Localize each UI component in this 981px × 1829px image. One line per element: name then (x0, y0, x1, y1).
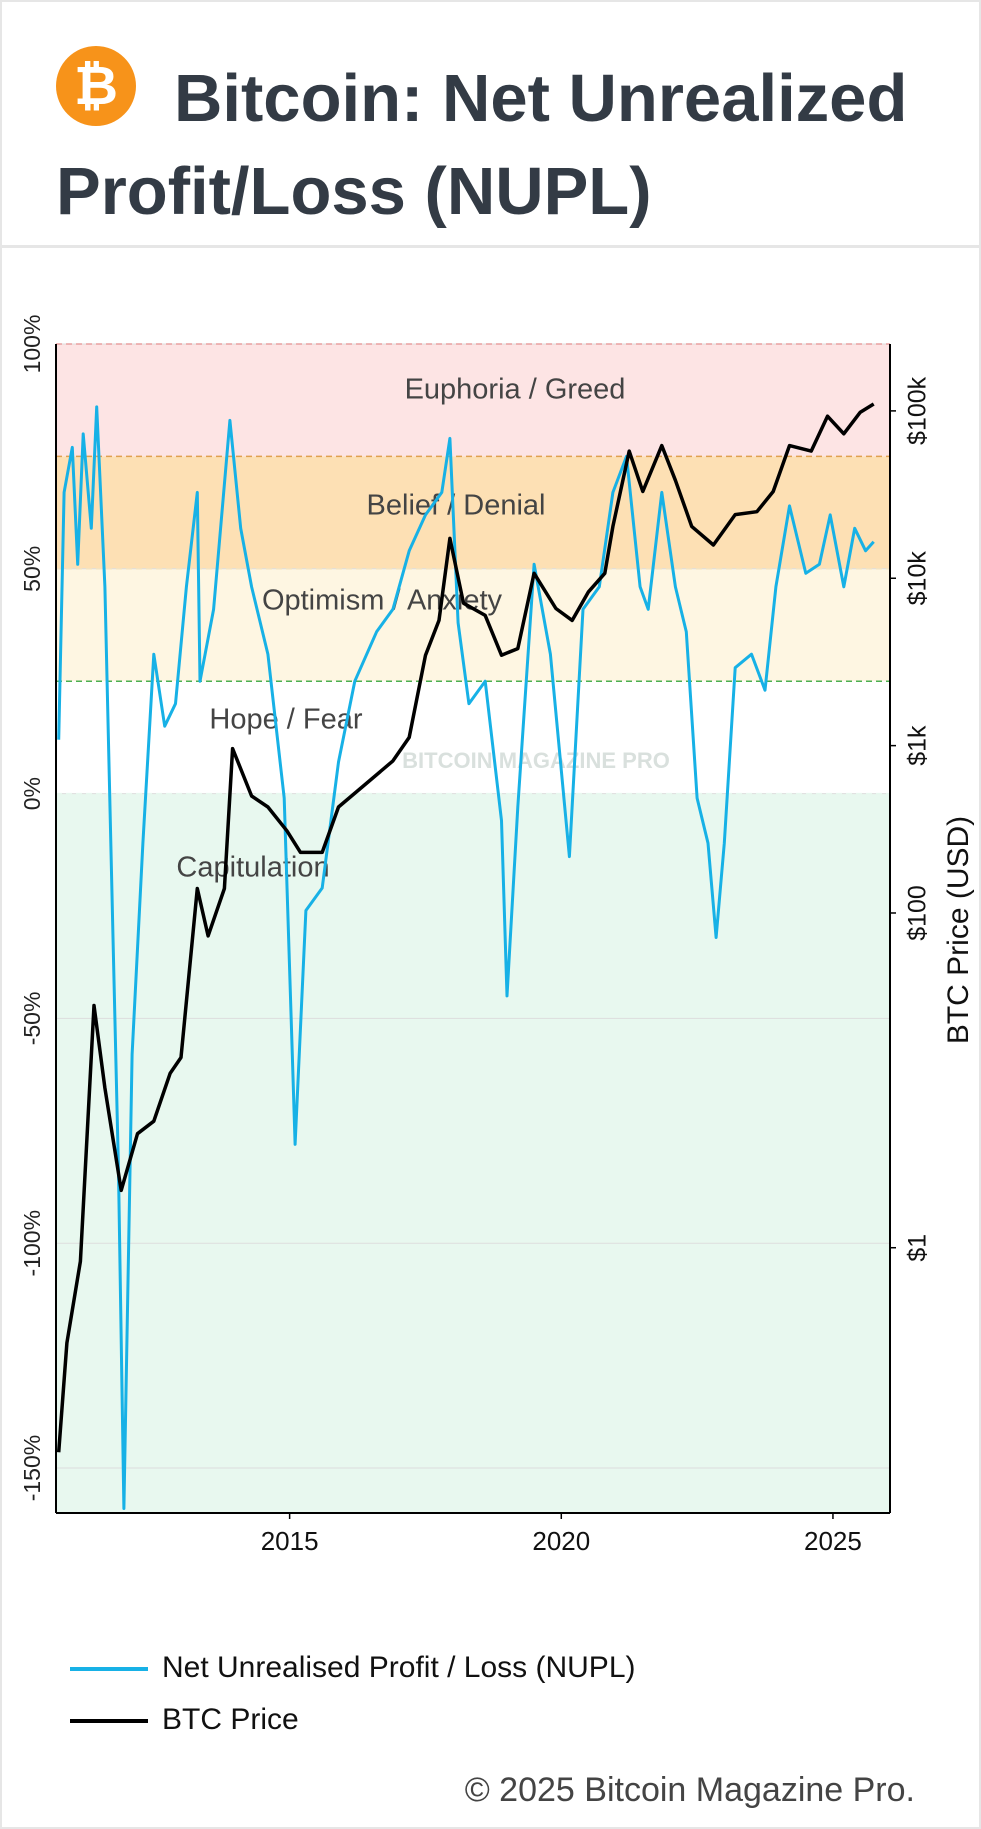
header: ₿ Bitcoin: Net Unrealized Profit/Loss (N… (2, 2, 979, 248)
x-tick-label: 2020 (532, 1526, 590, 1556)
y-tick-label: 0% (19, 777, 45, 810)
x-tick-label: 2015 (261, 1526, 319, 1556)
y2-tick-label: $1 (904, 1234, 932, 1262)
zone-label: Hope / Fear (209, 704, 362, 736)
y2-tick-label: $10k (904, 551, 932, 606)
y2-tick-label: $100 (904, 885, 932, 941)
zone-label: Euphoria / Greed (405, 374, 626, 406)
x-tick-label: 2025 (804, 1526, 862, 1556)
series-line (57, 405, 875, 1510)
y-tick-label: -100% (19, 1210, 45, 1276)
zone-label: Belief / Denial (367, 490, 546, 522)
y2-tick-label: $1k (904, 725, 932, 766)
chart-title: Bitcoin: Net Unrealized Profit/Loss (NUP… (56, 61, 908, 229)
watermark: BITCOIN MAGAZINE PRO (402, 748, 670, 773)
y2-axis-title: BTC Price (USD) (942, 816, 975, 1044)
legend-label: BTC Price (162, 1703, 299, 1736)
y-tick-label: 100% (19, 315, 45, 374)
legend-label: Net Unrealised Profit / Loss (NUPL) (162, 1651, 636, 1684)
zone-band (56, 793, 890, 1513)
copyright: © 2025 Bitcoin Magazine Pro. (465, 1771, 915, 1809)
zone-label: Capitulation (176, 852, 329, 884)
y2-tick-label: $100k (904, 376, 932, 445)
bitcoin-icon: ₿ (56, 46, 136, 126)
y-tick-label: -50% (19, 992, 45, 1046)
series-line (56, 402, 875, 1453)
zone-band (56, 568, 890, 682)
zone-band (56, 344, 890, 457)
y-tick-label: 50% (19, 546, 45, 592)
zone-label: Optimism / Anxiety (262, 585, 503, 617)
y-tick-label: -150% (19, 1435, 45, 1501)
